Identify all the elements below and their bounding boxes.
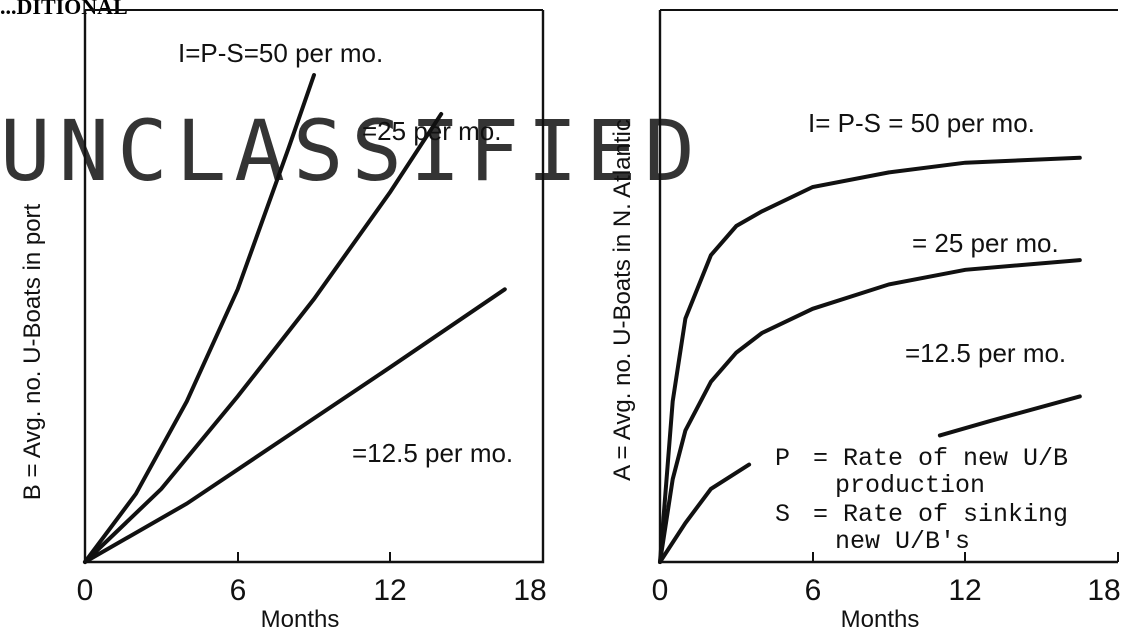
right-series-0-line xyxy=(658,155,1082,564)
right-x-tick-label: 12 xyxy=(948,574,981,607)
right-series-2-line-segment xyxy=(937,394,1082,438)
left-series-label: =25 per mo. xyxy=(362,116,501,146)
watermark-text: UNCLASSIFIED xyxy=(0,102,703,200)
right-series-label: =12.5 per mo. xyxy=(905,338,1066,368)
left-y-axis-title: B = Avg. no. U-Boats in port xyxy=(19,203,46,500)
left-x-tick-label: 12 xyxy=(373,574,406,607)
legend-symbol-p: P xyxy=(775,444,790,473)
right-series-label: = 25 per mo. xyxy=(912,228,1059,258)
right-y-axis-title: A = Avg. no. U-Boats in N. Atlantic xyxy=(609,119,636,481)
left-chart: 0 6 12 18 Months B = Avg. no. U-Boats in… xyxy=(19,9,547,630)
right-series-group xyxy=(658,155,1082,564)
left-x-tick-label: 18 xyxy=(513,574,546,607)
left-series-0-line xyxy=(83,73,316,564)
left-series-label: =12.5 per mo. xyxy=(352,438,513,468)
right-x-axis-title: Months xyxy=(841,606,920,630)
left-series-1-line xyxy=(83,112,444,564)
right-series-2-line xyxy=(658,462,752,564)
left-series-group xyxy=(83,73,507,564)
legend-text-p: = Rate of new U/B xyxy=(813,444,1068,473)
legend-text-s: = Rate of sinking xyxy=(813,500,1068,529)
right-x-tick-label: 0 xyxy=(652,574,669,607)
legend-text-s-cont: new U/B's xyxy=(835,527,970,556)
right-series-1-line xyxy=(658,258,1082,564)
right-x-tick-label: 18 xyxy=(1087,574,1120,607)
left-plot-frame xyxy=(83,10,545,564)
left-series-2-line xyxy=(83,287,507,564)
left-x-tick-label: 6 xyxy=(230,574,247,607)
left-x-axis-title: Months xyxy=(261,606,340,630)
stamp-text: ...DITIONAL xyxy=(0,0,128,19)
right-series-label: I= P-S = 50 per mo. xyxy=(808,108,1035,138)
left-series-label: I=P-S=50 per mo. xyxy=(178,38,383,68)
legend-symbol-s: S xyxy=(775,500,790,529)
left-x-tick-label: 0 xyxy=(77,574,94,607)
right-chart: 0 6 12 18 Months A = Avg. no. U-Boats in… xyxy=(609,9,1121,630)
legend-text-p-cont: production xyxy=(835,471,985,500)
right-x-tick-label: 6 xyxy=(805,574,822,607)
